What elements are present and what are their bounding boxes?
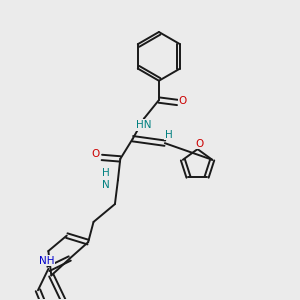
Text: HN: HN [136,120,151,130]
Text: H: H [165,130,172,140]
Text: O: O [178,96,187,106]
Text: O: O [91,149,99,159]
Text: O: O [196,139,204,149]
Text: NH: NH [39,256,55,266]
Text: H
N: H N [101,168,109,190]
